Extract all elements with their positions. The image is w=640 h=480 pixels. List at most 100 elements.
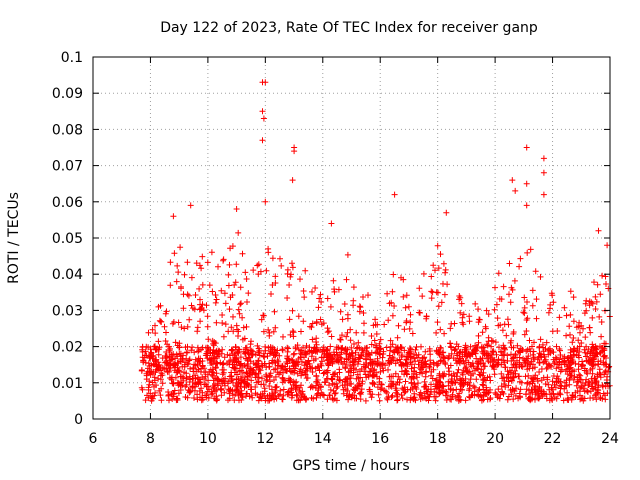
data-point [196, 262, 203, 269]
data-point [435, 348, 442, 355]
data-point [532, 268, 539, 275]
data-point [511, 388, 518, 395]
data-point [398, 362, 405, 369]
data-point [197, 318, 204, 325]
data-point [286, 316, 293, 323]
data-point [510, 330, 517, 337]
data-point [191, 395, 197, 401]
data-point [388, 357, 395, 364]
data-point [587, 367, 594, 373]
data-point [510, 396, 517, 403]
data-point [325, 328, 332, 335]
data-point [222, 382, 228, 389]
data-point [377, 351, 384, 358]
data-point [370, 322, 377, 329]
data-point [324, 357, 331, 364]
data-point [356, 303, 363, 310]
data-point [433, 329, 440, 336]
data-point [255, 261, 262, 268]
data-point [288, 271, 294, 278]
data-point [170, 213, 177, 220]
data-point [577, 329, 583, 336]
data-point [201, 376, 208, 382]
data-point [309, 288, 315, 295]
data-point [248, 338, 254, 345]
data-point [261, 388, 268, 395]
data-point [284, 266, 291, 273]
data-point [156, 317, 163, 324]
data-point [392, 370, 399, 377]
data-point [157, 367, 163, 374]
data-point [502, 384, 509, 390]
data-point [139, 343, 146, 350]
data-point [275, 392, 282, 399]
data-point [391, 303, 398, 309]
data-point [602, 361, 609, 367]
data-point [570, 318, 577, 325]
data-point [428, 273, 435, 280]
data-point [598, 333, 605, 340]
data-point [585, 378, 592, 385]
data-point [181, 325, 188, 332]
data-point [516, 263, 523, 270]
data-point [433, 383, 440, 390]
data-point [578, 383, 585, 390]
data-point [199, 281, 206, 288]
data-point [315, 385, 322, 392]
data-point [352, 349, 359, 356]
data-point [151, 392, 158, 399]
data-point [494, 393, 501, 399]
data-point [570, 335, 577, 341]
data-point [597, 291, 604, 298]
data-point [236, 346, 243, 353]
data-point [448, 344, 455, 351]
data-point [235, 389, 242, 396]
data-point [177, 358, 184, 365]
data-point [498, 370, 505, 377]
data-point [538, 377, 545, 384]
data-point [533, 315, 540, 322]
data-point [582, 300, 589, 307]
data-point [209, 337, 216, 344]
data-point [152, 389, 159, 396]
data-point [142, 397, 149, 404]
data-point [175, 367, 182, 374]
data-point [262, 198, 269, 205]
data-point [317, 361, 324, 367]
data-point [591, 279, 597, 286]
data-point [384, 290, 391, 297]
data-point [191, 349, 198, 356]
data-point [187, 376, 194, 383]
data-point [492, 339, 499, 346]
data-point [170, 380, 177, 386]
data-point [368, 333, 375, 339]
data-point [145, 329, 152, 336]
data-point [601, 361, 607, 368]
data-point [291, 148, 298, 155]
data-point [222, 300, 229, 307]
data-point [153, 382, 159, 389]
y-tick-label: 0.06 [52, 195, 83, 211]
data-point [183, 370, 190, 377]
data-point [337, 336, 344, 343]
data-point [220, 377, 227, 384]
data-point [344, 346, 351, 353]
data-point [537, 353, 544, 360]
data-point [529, 287, 536, 294]
data-point [326, 382, 332, 389]
data-point [313, 335, 320, 342]
data-point [422, 373, 429, 380]
data-point [280, 369, 286, 376]
data-point [284, 367, 290, 374]
data-point [199, 253, 206, 260]
data-point [153, 346, 160, 352]
data-point [475, 319, 482, 326]
data-point [594, 281, 601, 288]
data-point [463, 348, 470, 354]
data-point [328, 333, 335, 340]
data-point [213, 360, 220, 367]
data-point [296, 368, 303, 375]
data-point [328, 220, 335, 227]
data-point [219, 312, 226, 318]
data-point [467, 382, 473, 389]
